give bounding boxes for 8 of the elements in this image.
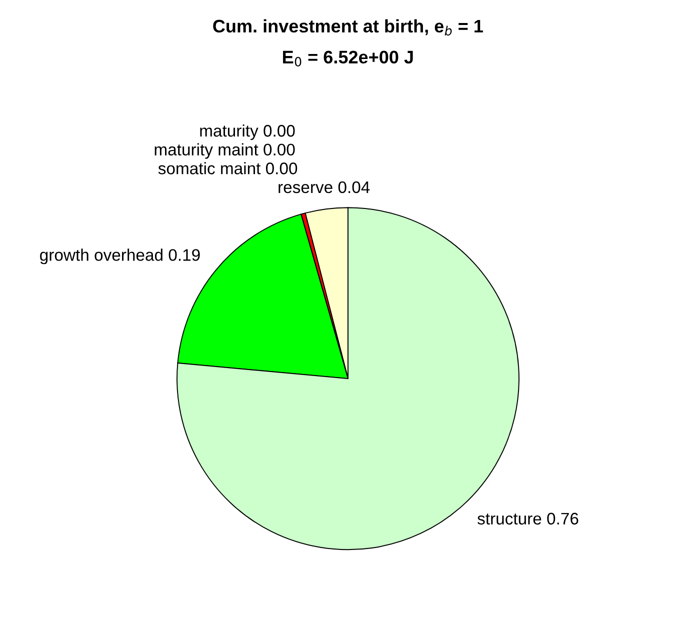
slice-label: growth overhead 0.19	[40, 248, 200, 264]
category-label: maturity maint 0.00	[154, 143, 295, 159]
slice-label: somatic maint 0.00	[158, 162, 298, 174]
category-label: maturity 0.00	[200, 124, 295, 140]
slice-label: structure 0.76	[478, 512, 578, 525]
chart-title: Cum. investment at birth, e$_{b}$ = 1	[213, 19, 483, 36]
slice-label: reserve 0.04	[278, 181, 370, 194]
chart-subtitle: E$_{0}$ = 6.52e+00 J	[283, 50, 413, 66]
